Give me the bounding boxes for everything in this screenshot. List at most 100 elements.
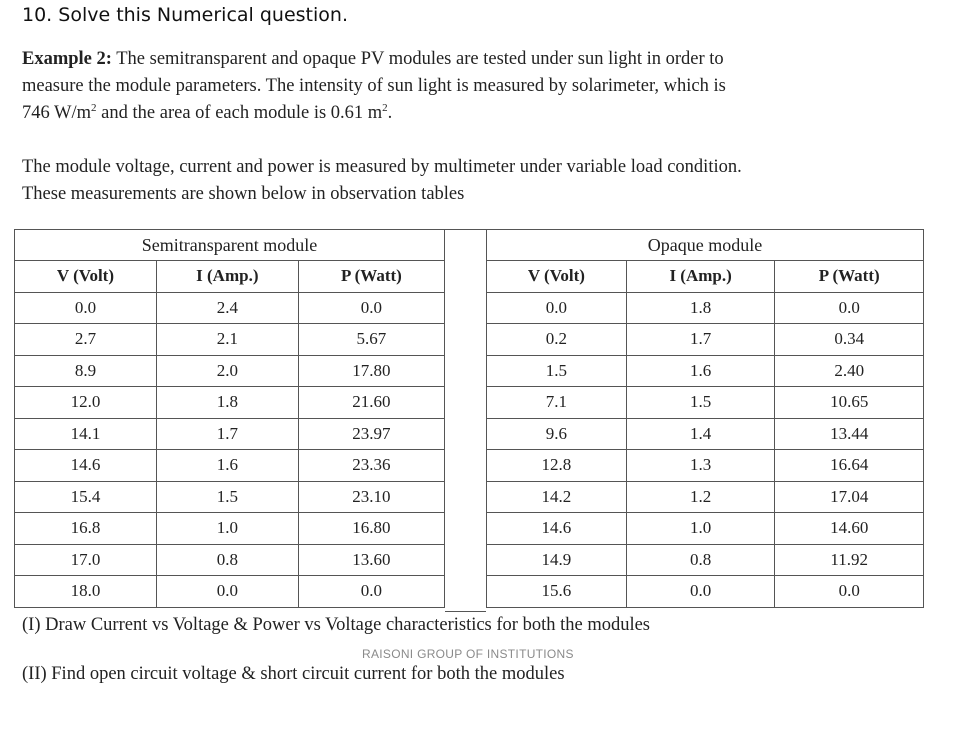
table-cell: 12.0 [14,386,157,419]
example-line-2: measure the module parameters. The inten… [22,76,726,96]
table-cell: 0.0 [486,291,627,324]
table-cell: 1.7 [155,417,299,450]
table-cell: 14.60 [774,512,924,545]
table-cell: 15.6 [486,575,627,608]
table-row: 15.6 0.0 0.0 [486,575,924,608]
table-cell: 11.92 [774,543,924,576]
measurement-line-2: These measurements are shown below in ob… [22,184,465,204]
table-cell: 23.36 [297,449,446,482]
opaque-header-v: V (Volt) [486,260,627,293]
table-cell: 10.65 [774,386,924,419]
table-cell: 18.0 [14,575,157,608]
table-cell: 1.6 [155,449,299,482]
semi-header-p: P (Watt) [297,260,446,293]
intensity-sup: 2 [91,102,97,114]
table-cell: 0.0 [297,575,446,608]
table-cell: 15.4 [14,480,157,513]
table-cell: 21.60 [297,386,446,419]
table-row: 9.6 1.4 13.44 [486,417,924,450]
table-cell: 0.0 [297,291,446,324]
semi-header-i: I (Amp.) [155,260,299,293]
period: . [387,103,393,123]
table-cell: 0.0 [155,575,299,608]
question-title: 10. Solve this Numerical question. [22,4,348,26]
measurement-line-1: The module voltage, current and power is… [22,157,742,177]
table-cell: 0.0 [625,575,776,608]
table-cell: 1.3 [625,449,776,482]
table-cell: 16.80 [297,512,446,545]
table-row: 7.1 1.5 10.65 [486,386,924,419]
table-gap [445,229,486,612]
table-cell: 1.0 [155,512,299,545]
table-cell: 13.60 [297,543,446,576]
table-cell: 23.10 [297,480,446,513]
table-cell: 1.5 [155,480,299,513]
table-row: 8.9 2.0 17.80 [14,354,446,387]
watermark: RAISONI GROUP OF INSTITUTIONS [362,647,574,661]
table-row: 15.4 1.5 23.10 [14,480,446,513]
table-cell: 0.8 [625,543,776,576]
table-cell: 1.0 [625,512,776,545]
table-cell: 0.0 [14,291,157,324]
measurement-paragraph: The module voltage, current and power is… [22,154,922,208]
table-cell: 2.7 [14,323,157,356]
table-row: 16.8 1.0 16.80 [14,512,446,545]
table-cell: 0.0 [774,291,924,324]
semitransparent-rows: 0.0 2.4 0.0 2.7 2.1 5.67 8.9 2.0 17.80 12.0 1.8 21.… [14,291,446,608]
opaque-table: Opaque module V (Volt) I (Amp.) P (Watt)… [486,229,924,608]
area-text: and the area of each module is 0.61 m [96,103,383,123]
table-cell: 17.80 [297,354,446,387]
semi-header-v: V (Volt) [14,260,157,293]
table-row: 0.0 1.8 0.0 [486,291,924,324]
table-cell: 9.6 [486,417,627,450]
table-cell: 16.64 [774,449,924,482]
table-cell: 1.4 [625,417,776,450]
intensity-text: 746 W/m [22,103,92,123]
table-cell: 0.0 [774,575,924,608]
table-cell: 23.97 [297,417,446,450]
table-cell: 1.6 [625,354,776,387]
table-cell: 2.1 [155,323,299,356]
table-cell: 1.8 [155,386,299,419]
table-cell: 13.44 [774,417,924,450]
opaque-rows: 0.0 1.8 0.0 0.2 1.7 0.34 1.5 1.6 2.40 7.1 1.5 10.65… [486,291,924,608]
opaque-header-p: P (Watt) [774,260,924,293]
example-line-1-text: The semitransparent and opaque PV module… [116,49,724,69]
table-cell: 1.8 [625,291,776,324]
table-cell: 2.4 [155,291,299,324]
example-label: Example 2: [22,49,112,69]
table-cell: 7.1 [486,386,627,419]
table-cell: 14.9 [486,543,627,576]
observation-tables: Semitransparent module V (Volt) I (Amp.)… [14,229,924,612]
table-cell: 2.40 [774,354,924,387]
opaque-title: Opaque module [486,229,924,261]
example-line-3: 746 W/m2 and the area of each module is … [22,100,922,127]
part-two: (II) Find open circuit voltage & short c… [22,664,565,684]
table-row: 0.0 2.4 0.0 [14,291,446,324]
area-sup: 2 [382,102,388,114]
table-cell: 0.34 [774,323,924,356]
table-cell: 2.0 [155,354,299,387]
table-row: 12.8 1.3 16.64 [486,449,924,482]
semitransparent-title: Semitransparent module [14,229,445,261]
table-cell: 16.8 [14,512,157,545]
table-row: 14.2 1.2 17.04 [486,480,924,513]
table-cell: 14.1 [14,417,157,450]
table-cell: 14.2 [486,480,627,513]
table-cell: 0.8 [155,543,299,576]
table-cell: 0.2 [486,323,627,356]
table-row: 14.6 1.6 23.36 [14,449,446,482]
table-cell: 12.8 [486,449,627,482]
table-row: 2.7 2.1 5.67 [14,323,446,356]
table-cell: 8.9 [14,354,157,387]
table-row: 17.0 0.8 13.60 [14,543,446,576]
table-cell: 1.2 [625,480,776,513]
table-cell: 1.5 [625,386,776,419]
table-cell: 14.6 [14,449,157,482]
example-line-1: Example 2: The semitransparent and opaqu… [22,46,922,73]
table-cell: 1.7 [625,323,776,356]
table-cell: 17.04 [774,480,924,513]
table-row: 14.1 1.7 23.97 [14,417,446,450]
table-cell: 17.0 [14,543,157,576]
table-row: 18.0 0.0 0.0 [14,575,446,608]
